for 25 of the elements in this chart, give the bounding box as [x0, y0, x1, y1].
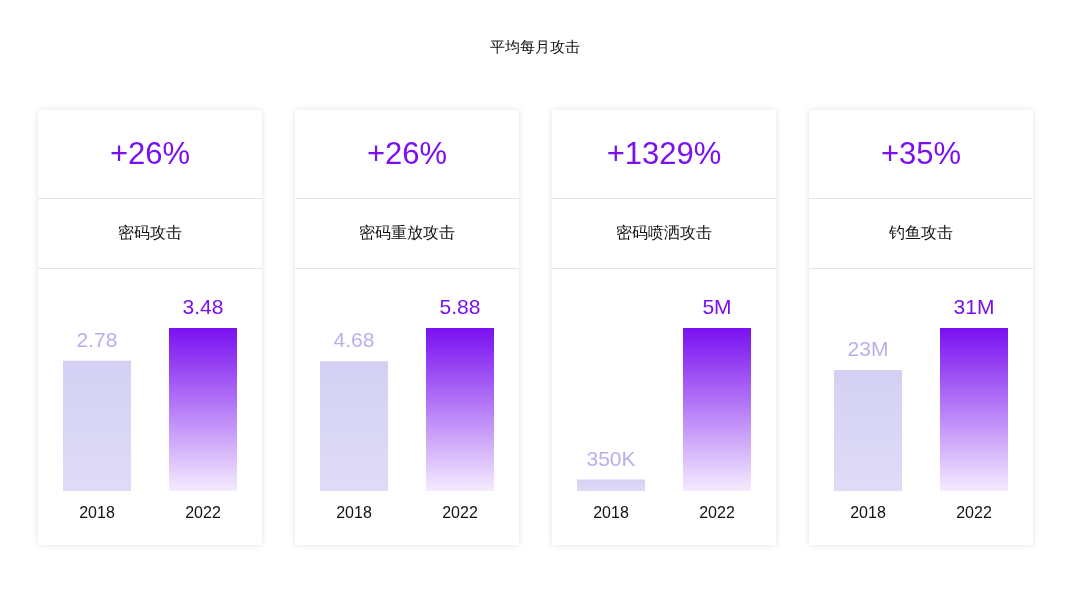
data-label: 3.48 [182, 295, 224, 318]
chart-subtitle: 密码攻击 [38, 199, 262, 269]
chart-title: +35% [809, 110, 1033, 199]
data-label: 4.68 [333, 328, 375, 352]
x-tick-label: 2018 [336, 504, 372, 522]
data-label: 5M [702, 295, 732, 318]
x-tick-label: 2022 [185, 504, 221, 522]
data-label: 2.78 [76, 327, 118, 351]
x-tick-label: 2022 [442, 504, 478, 522]
x-tick-label: 2018 [79, 504, 115, 522]
chart-title: +26% [295, 110, 519, 199]
chart-title: +26% [38, 110, 262, 199]
x-tick-label: 2018 [850, 504, 886, 522]
data-label: 5.88 [439, 295, 481, 318]
chart-subtitle: 密码喷洒攻击 [552, 199, 776, 269]
data-label: 350K [586, 446, 636, 470]
x-tick-label: 2022 [956, 504, 992, 522]
data-label: 31M [953, 295, 995, 318]
text: 平均每月攻击 [488, 38, 581, 57]
x-tick-label: 2018 [593, 504, 629, 522]
chart-subtitle: 钓鱼攻击 [809, 199, 1033, 269]
x-tick-label: 2022 [699, 504, 735, 522]
chart-subtitle: 密码重放攻击 [295, 199, 519, 269]
data-label: 23M [847, 337, 889, 361]
chart-title: +1329% [552, 110, 776, 199]
